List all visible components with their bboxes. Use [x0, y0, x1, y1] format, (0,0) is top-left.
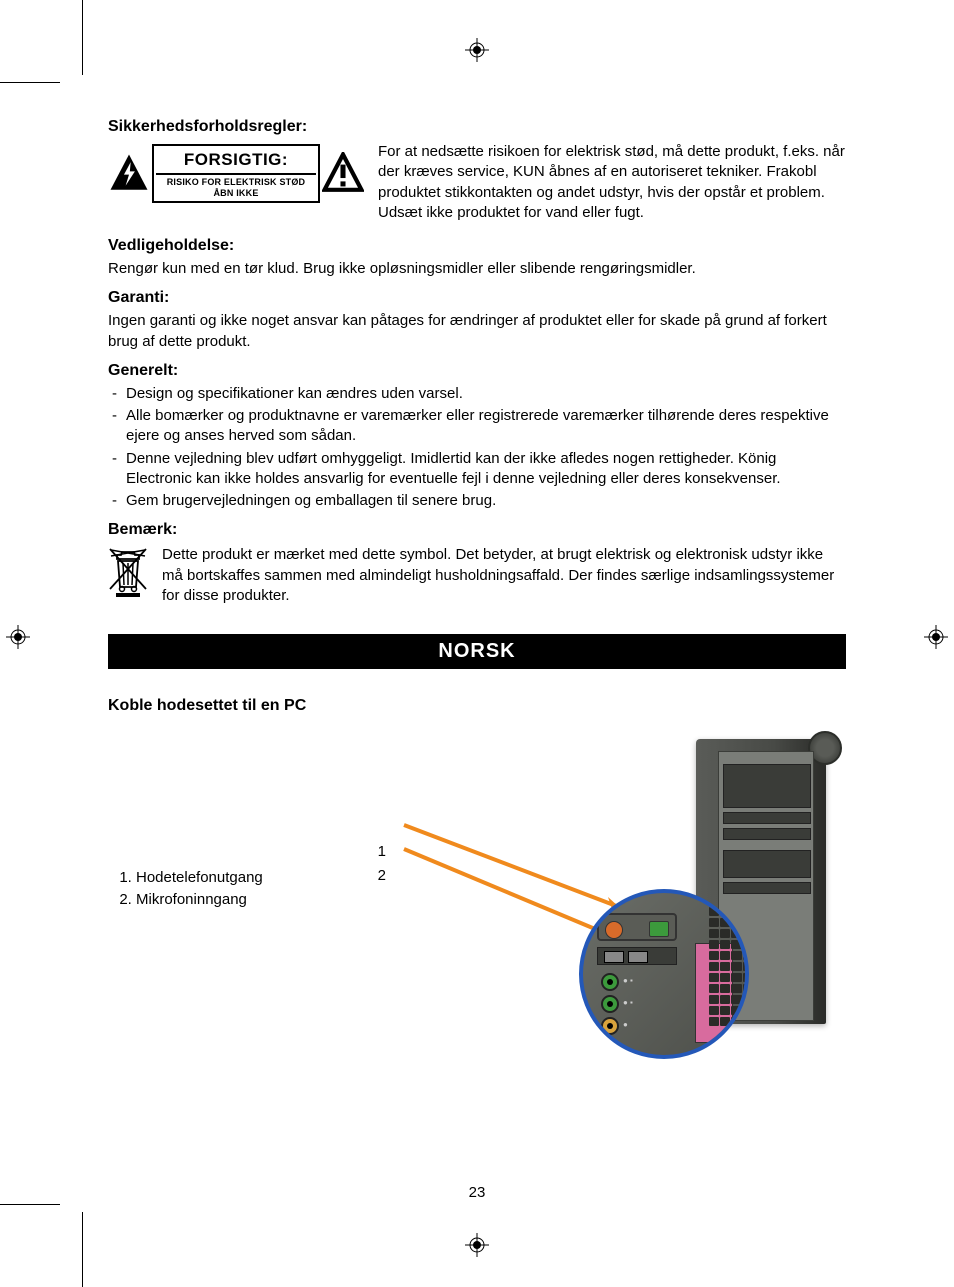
usb-block-icon — [597, 947, 677, 965]
attention-block: Dette produkt er mærket med dette symbol… — [108, 545, 846, 610]
crop-mark — [82, 0, 83, 75]
diagram-labels: 1 2 — [356, 840, 386, 888]
list-item: Denne vejledning blev udført omhyggeligt… — [126, 449, 846, 490]
caution-subtitle-1: RISIKO FOR ELEKTRISK STØD — [156, 177, 316, 188]
warranty-heading: Garanti: — [108, 289, 846, 307]
maintenance-text: Rengør kun med en tør klud. Brug ikke op… — [108, 259, 846, 279]
diagram-label-2: 2 — [356, 864, 386, 888]
connection-legend: Hodetelefonutgang Mikrofoninngang — [108, 867, 338, 912]
attention-text: Dette produkt er mærket med dette symbol… — [162, 545, 846, 606]
crop-mark — [0, 1204, 60, 1205]
page-number: 23 — [0, 1184, 954, 1201]
list-item: Gem brugervejledningen og emballagen til… — [126, 491, 846, 511]
port-block-icon — [597, 913, 677, 941]
maintenance-heading: Vedligeholdelse: — [108, 237, 846, 255]
pc-diagram: ● ▪ ● ▪ ● — [404, 739, 846, 1039]
shock-hazard-icon — [108, 152, 150, 194]
page-content: Sikkerhedsforholdsregler: FORSIGTIG: RIS… — [108, 108, 846, 1209]
ports-zoom-circle: ● ▪ ● ▪ ● — [579, 889, 749, 1059]
pc-connection-row: Hodetelefonutgang Mikrofoninngang 1 2 — [108, 739, 846, 1039]
registration-mark-icon — [924, 625, 948, 649]
audio-jack-green-icon — [601, 995, 619, 1013]
registration-mark-icon — [6, 625, 30, 649]
caution-subtitle-2: ÅBN IKKE — [156, 188, 316, 199]
audio-jack-orange-icon — [601, 1017, 619, 1035]
list-item: Mikrofoninngang — [136, 889, 338, 912]
crop-mark — [82, 1212, 83, 1287]
norsk-heading: Koble hodesettet til en PC — [108, 697, 846, 715]
diagram-label-1: 1 — [356, 840, 386, 864]
audio-jack-green-icon — [601, 973, 619, 991]
general-heading: Generelt: — [108, 362, 846, 380]
safety-text: For at nedsætte risikoen for elektrisk s… — [378, 142, 846, 223]
caution-title: FORSIGTIG: — [156, 150, 316, 175]
warning-icon — [322, 152, 364, 194]
list-item: Hodetelefonutgang — [136, 867, 338, 890]
attention-heading: Bemærk: — [108, 521, 846, 539]
registration-mark-icon — [465, 38, 489, 62]
registration-mark-icon — [465, 1233, 489, 1257]
vent-slots-icon — [709, 907, 749, 1037]
list-item: Design og specifikationer kan ændres ude… — [126, 384, 846, 404]
crop-mark — [0, 82, 60, 83]
caution-label-box: FORSIGTIG: RISIKO FOR ELEKTRISK STØD ÅBN… — [152, 144, 320, 203]
warranty-text: Ingen garanti og ikke noget ansvar kan p… — [108, 311, 846, 352]
caution-graphic: FORSIGTIG: RISIKO FOR ELEKTRISK STØD ÅBN… — [108, 144, 364, 203]
list-item: Alle bomærker og produktnavne er varemær… — [126, 406, 846, 447]
language-bar: NORSK — [108, 634, 846, 669]
weee-bin-icon — [108, 547, 148, 597]
caution-block: FORSIGTIG: RISIKO FOR ELEKTRISK STØD ÅBN… — [108, 140, 846, 227]
general-list: Design og specifikationer kan ændres ude… — [108, 384, 846, 512]
safety-heading: Sikkerhedsforholdsregler: — [108, 118, 846, 136]
